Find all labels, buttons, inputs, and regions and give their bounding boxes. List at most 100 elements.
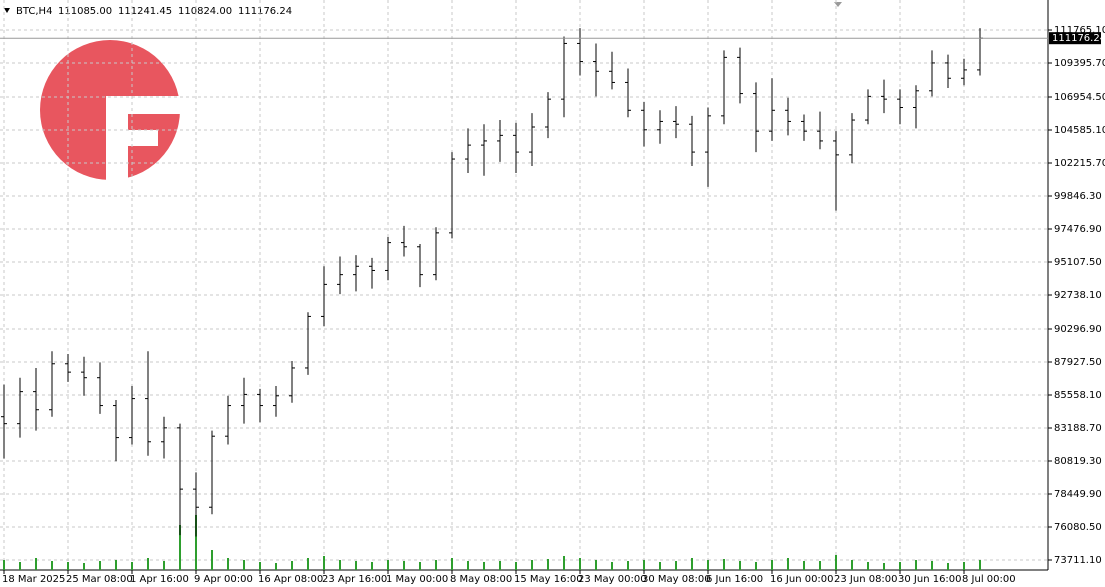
volume-bar xyxy=(499,561,501,570)
volume-bar xyxy=(899,562,901,570)
volume-bar xyxy=(211,550,213,570)
header-open: 111085.00 xyxy=(58,6,112,17)
y-tick-label: 92738.10 xyxy=(1054,290,1102,301)
volume-bar xyxy=(835,555,837,570)
volume-bar xyxy=(723,559,725,570)
volume-bar xyxy=(691,558,693,570)
volume-bar xyxy=(307,558,309,570)
volume-bar xyxy=(659,562,661,570)
volume-bar xyxy=(595,560,597,570)
y-tick-label: 78449.90 xyxy=(1054,489,1102,500)
volume-bar xyxy=(179,525,181,570)
y-tick-label: 97476.90 xyxy=(1054,224,1102,235)
volume-bar xyxy=(435,560,437,570)
volume-bar xyxy=(19,562,21,570)
volume-bar xyxy=(739,561,741,570)
header-close: 111176.24 xyxy=(238,6,292,17)
volume-bar xyxy=(787,558,789,570)
x-tick-label: 9 Apr 00:00 xyxy=(194,574,253,585)
volume-bar xyxy=(643,560,645,570)
volume-bar xyxy=(275,563,277,570)
volume-bar xyxy=(355,561,357,570)
volume-bar xyxy=(291,561,293,570)
volume-bar xyxy=(227,558,229,570)
x-tick-label: 1 Apr 16:00 xyxy=(130,574,189,585)
x-tick-label: 23 Jun 08:00 xyxy=(834,574,898,585)
volume-bar xyxy=(371,562,373,570)
volume-bar xyxy=(707,560,709,570)
volume-bar xyxy=(611,562,613,570)
volume-bar xyxy=(947,563,949,570)
x-tick-label: 25 Mar 08:00 xyxy=(66,574,133,585)
volume-bar xyxy=(147,558,149,570)
volume-bar xyxy=(83,563,85,570)
volume-bar xyxy=(163,561,165,570)
header-low: 110824.00 xyxy=(178,6,232,17)
x-tick-label: 16 Apr 08:00 xyxy=(258,574,323,585)
volume-bar xyxy=(883,563,885,570)
volume-bar xyxy=(579,558,581,570)
volume-bar xyxy=(467,561,469,570)
volume-bar xyxy=(547,559,549,570)
volume-bar xyxy=(259,562,261,570)
volume-bar xyxy=(483,562,485,570)
x-tick-label: 6 Jun 16:00 xyxy=(706,574,763,585)
last-price-box xyxy=(1049,32,1101,45)
volume-bar xyxy=(419,562,421,570)
volume-bar xyxy=(819,561,821,570)
marker xyxy=(834,2,842,7)
volume-bar xyxy=(99,561,101,570)
x-tick-label: 30 May 08:00 xyxy=(642,574,711,585)
volume-bar xyxy=(867,562,869,570)
volume-bar xyxy=(403,561,405,570)
volume-bar xyxy=(115,560,117,570)
volume-bar xyxy=(755,562,757,570)
x-tick-label: 8 Jul 00:00 xyxy=(962,574,1016,585)
y-tick-label: 90296.90 xyxy=(1054,324,1102,335)
volume-bar xyxy=(451,558,453,570)
x-tick-label: 18 Mar 2025 xyxy=(2,574,65,585)
y-tick-label: 111765.10 xyxy=(1054,25,1105,36)
volume-bar xyxy=(963,562,965,570)
y-tick-label: 99846.30 xyxy=(1054,191,1102,202)
symbol: BTC,H4 xyxy=(16,6,52,17)
x-tick-label: 1 May 00:00 xyxy=(386,574,448,585)
volume-bar xyxy=(323,556,325,570)
volume-bar xyxy=(915,560,917,570)
volume-bar xyxy=(563,556,565,570)
volume-bar xyxy=(195,515,197,570)
volume-bar xyxy=(627,561,629,570)
header-high: 111241.45 xyxy=(118,6,172,17)
volume-bar xyxy=(931,561,933,570)
y-tick-label: 87927.50 xyxy=(1054,357,1102,368)
x-tick-label: 8 May 08:00 xyxy=(450,574,512,585)
y-tick-label: 83188.70 xyxy=(1054,423,1102,434)
volume-bar xyxy=(803,561,805,570)
y-tick-label: 102215.70 xyxy=(1054,158,1105,169)
volume-bar xyxy=(515,562,517,570)
y-tick-label: 95107.50 xyxy=(1054,257,1102,268)
volume-bar xyxy=(67,562,69,570)
logo-cut xyxy=(106,96,128,182)
last-price-label: 111176.24 xyxy=(1052,33,1105,44)
volume-bar xyxy=(35,558,37,570)
volume-bar xyxy=(387,560,389,570)
volume-bar xyxy=(51,561,53,570)
y-tick-label: 80819.30 xyxy=(1054,456,1102,467)
y-tick-label: 73711.10 xyxy=(1054,555,1102,566)
x-tick-label: 23 Apr 16:00 xyxy=(322,574,387,585)
y-tick-label: 76080.50 xyxy=(1054,522,1102,533)
y-tick-label: 109395.70 xyxy=(1054,58,1105,69)
volume-bar xyxy=(531,560,533,570)
volume-bar xyxy=(851,560,853,570)
y-tick-label: 85558.10 xyxy=(1054,390,1102,401)
volume-bar xyxy=(979,560,981,570)
y-tick-label: 104585.10 xyxy=(1054,125,1105,136)
volume-bar xyxy=(675,561,677,570)
volume-bar xyxy=(339,560,341,570)
volume-bar xyxy=(131,562,133,570)
volume-bar xyxy=(771,560,773,570)
y-tick-label: 106954.50 xyxy=(1054,92,1105,103)
